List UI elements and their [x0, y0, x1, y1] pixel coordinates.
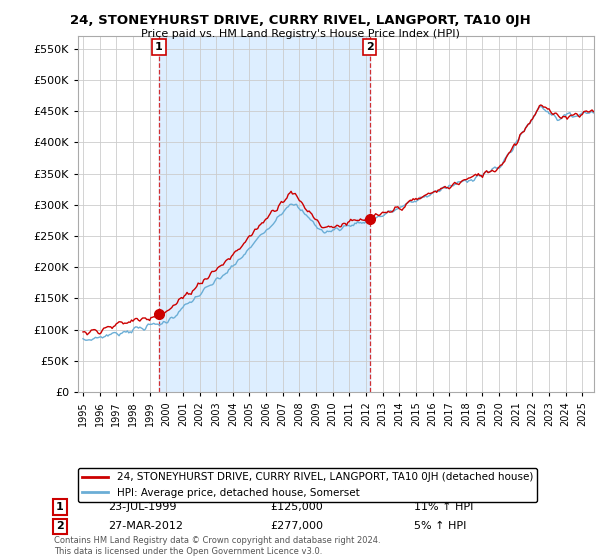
Text: £125,000: £125,000 [270, 502, 323, 512]
Text: 5% ↑ HPI: 5% ↑ HPI [414, 521, 466, 531]
Bar [159, 36, 370, 392]
Text: 24, STONEYHURST DRIVE, CURRY RIVEL, LANGPORT, TA10 0JH: 24, STONEYHURST DRIVE, CURRY RIVEL, LANG… [70, 14, 530, 27]
Text: £277,000: £277,000 [270, 521, 323, 531]
Text: 2: 2 [56, 521, 64, 531]
Text: 27-MAR-2012: 27-MAR-2012 [108, 521, 183, 531]
Text: Price paid vs. HM Land Registry's House Price Index (HPI): Price paid vs. HM Land Registry's House … [140, 29, 460, 39]
Legend: 24, STONEYHURST DRIVE, CURRY RIVEL, LANGPORT, TA10 0JH (detached house), HPI: Av: 24, STONEYHURST DRIVE, CURRY RIVEL, LANG… [78, 468, 537, 502]
Text: 23-JUL-1999: 23-JUL-1999 [108, 502, 176, 512]
Text: 1: 1 [56, 502, 64, 512]
Text: 2: 2 [366, 42, 373, 52]
Text: 1: 1 [155, 42, 163, 52]
Text: 11% ↑ HPI: 11% ↑ HPI [414, 502, 473, 512]
Text: Contains HM Land Registry data © Crown copyright and database right 2024.
This d: Contains HM Land Registry data © Crown c… [54, 536, 380, 556]
